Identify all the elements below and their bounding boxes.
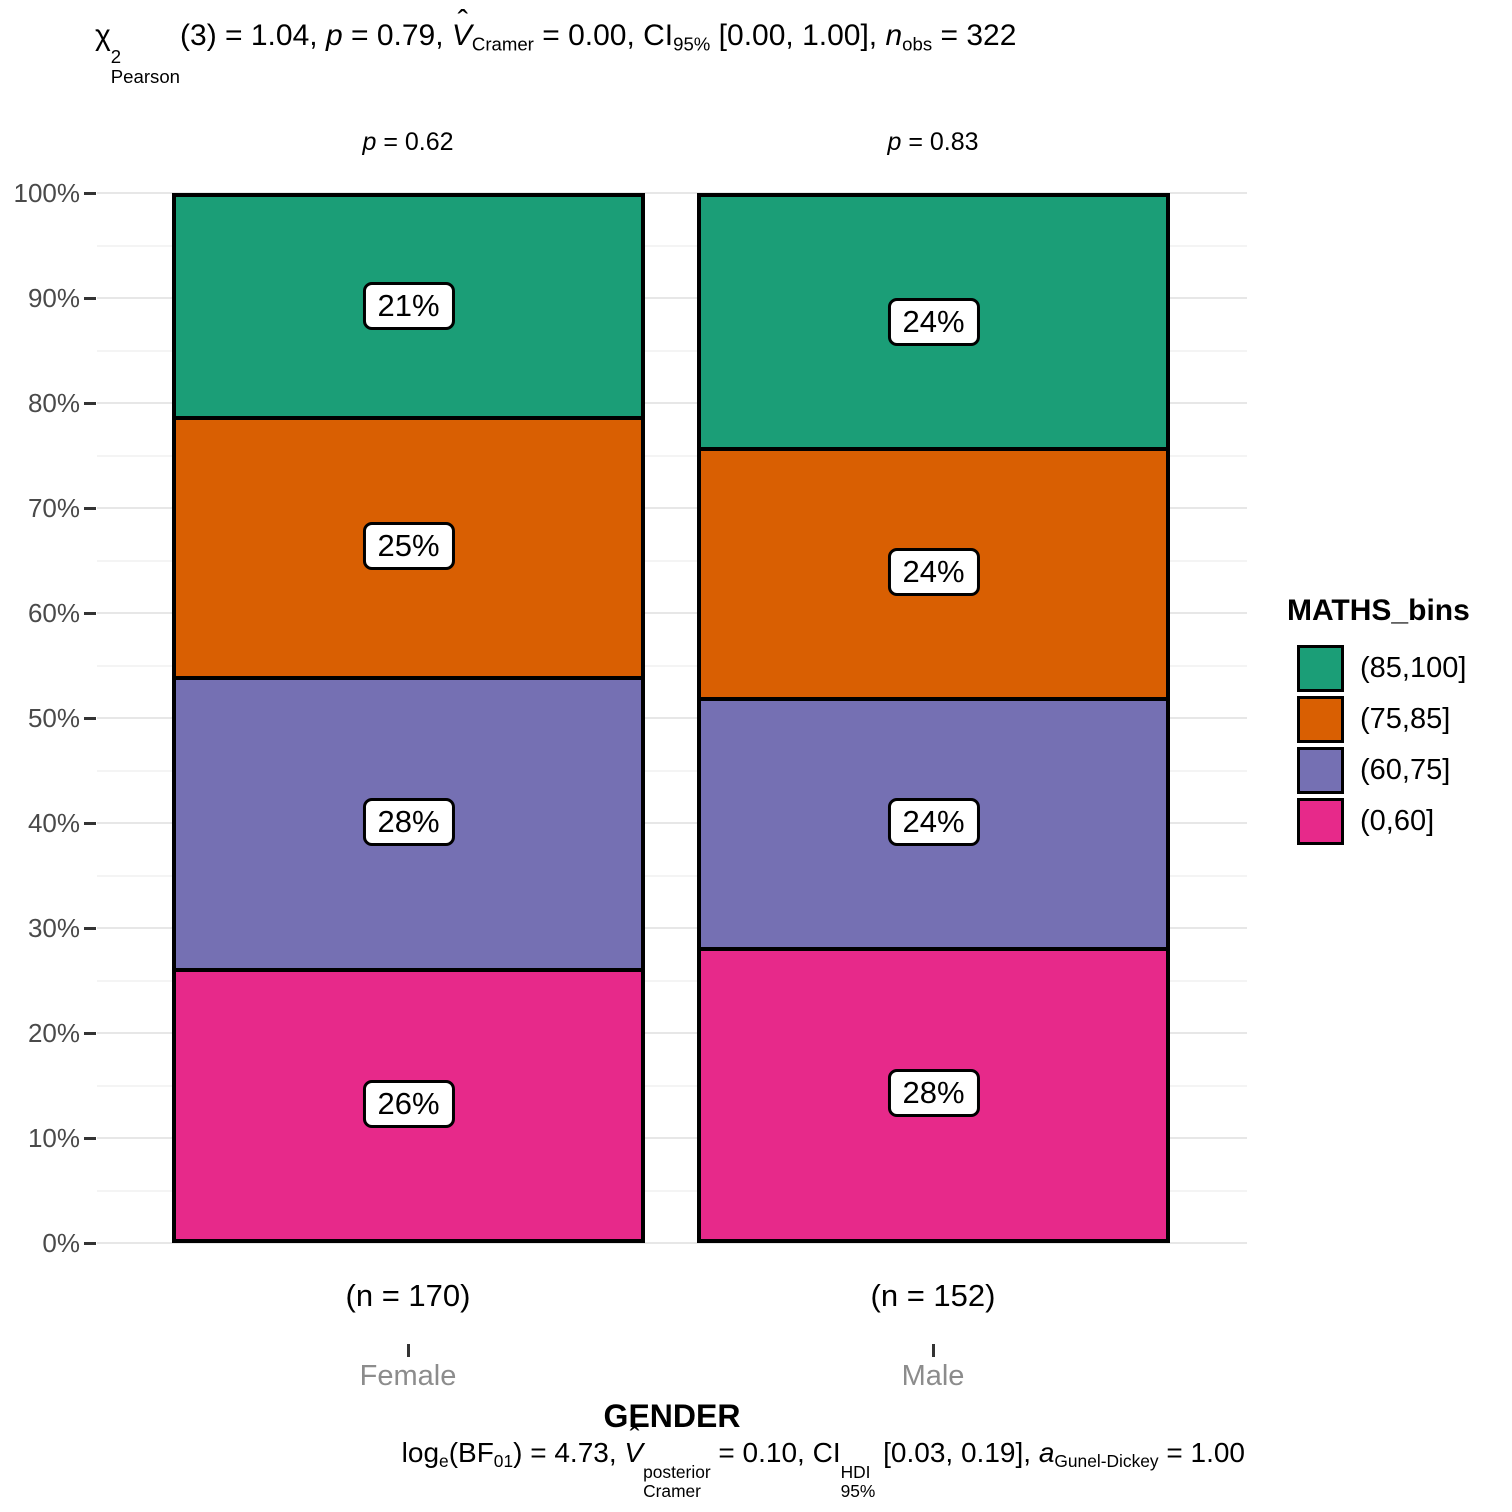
y-tick-label: 70% [27, 493, 80, 523]
y-tick-mark [84, 191, 96, 195]
y-gridline-major [97, 1032, 1247, 1034]
legend-swatch-2 [1297, 696, 1344, 743]
bar-male: 24% 24% 24% 28% [697, 193, 1170, 1243]
y-tick-label: 30% [27, 913, 80, 943]
percent-label: 28% [362, 798, 455, 847]
y-gridline-major [97, 717, 1247, 719]
y-gridline-major [97, 402, 1247, 404]
y-gridline-minor [97, 979, 1247, 982]
count-label-female: (n = 170) [345, 1278, 471, 1313]
y-gridline-minor [97, 1084, 1247, 1087]
percent-label: 25% [362, 522, 455, 571]
legend-title: MATHS_bins [1287, 594, 1470, 627]
y-gridline-major [97, 297, 1247, 299]
y-tick-label: 40% [27, 808, 80, 838]
y-gridline-major [97, 507, 1247, 509]
y-gridline-major [97, 612, 1247, 614]
y-gridline-minor [97, 664, 1247, 667]
y-tick-mark [84, 296, 96, 300]
y-gridline-major [97, 192, 1247, 194]
y-tick-mark [84, 1031, 96, 1035]
percent-label: 24% [887, 548, 980, 597]
legend-swatch-3 [1297, 747, 1344, 794]
y-tick-mark [84, 611, 96, 615]
percent-label: 28% [887, 1069, 980, 1118]
hat-accent: ˆ [457, 2, 469, 39]
x-tick-male [932, 1344, 935, 1357]
y-gridline-major [97, 1242, 1247, 1244]
y-gridline-minor [97, 244, 1247, 247]
count-label-male: (n = 152) [870, 1278, 996, 1313]
pvalue-label-female: p = 0.62 [362, 128, 454, 156]
percent-label: 21% [362, 282, 455, 331]
category-label-male: Male [901, 1360, 965, 1392]
y-gridline-major [97, 822, 1247, 824]
y-gridline-minor [97, 559, 1247, 562]
legend-swatch-1 [1297, 645, 1344, 692]
stats-subtitle: χ 2 Pearson (3) = 1.04, p = 0.79, ˆ VCramer … [95, 3, 1016, 87]
y-gridline-minor [97, 349, 1247, 352]
y-tick-label: 10% [27, 1123, 80, 1153]
y-gridline-major [97, 927, 1247, 929]
pvalue-label-male: p = 0.83 [887, 128, 979, 156]
legend-label-3: (60,75] [1360, 754, 1451, 786]
percent-label: 24% [887, 798, 980, 847]
y-tick-label: 60% [27, 598, 80, 628]
y-tick-mark [84, 1136, 96, 1140]
y-tick-mark [84, 1241, 96, 1245]
y-gridline-minor [97, 454, 1247, 457]
legend-label-4: (0,60] [1360, 805, 1435, 837]
y-tick-mark [84, 716, 96, 720]
y-tick-label: 50% [27, 703, 80, 733]
legend-swatch-4 [1297, 798, 1344, 845]
y-tick-mark [84, 506, 96, 510]
y-gridline-minor [97, 1189, 1247, 1192]
y-tick-mark [84, 401, 96, 405]
category-label-female: Female [359, 1360, 457, 1392]
y-tick-mark [84, 926, 96, 930]
y-tick-label: 80% [27, 388, 80, 418]
percent-label: 24% [887, 298, 980, 347]
y-gridline-minor [97, 874, 1247, 877]
y-gridline-major [97, 1137, 1247, 1139]
legend-label-1: (85,100] [1360, 652, 1467, 684]
y-tick-label: 20% [27, 1018, 80, 1048]
hat-accent: ˆ [629, 1421, 640, 1455]
y-tick-label: 100% [13, 178, 81, 208]
y-tick-label: 0% [42, 1228, 80, 1258]
percent-label: 26% [362, 1079, 455, 1128]
bar-female: 21% 25% 28% 26% [172, 193, 645, 1243]
y-gridline-minor [97, 769, 1247, 772]
y-tick-mark [84, 821, 96, 825]
y-tick-label: 90% [27, 283, 80, 313]
x-axis-title: GENDER [603, 1398, 741, 1434]
x-tick-female [407, 1344, 410, 1357]
legend-label-2: (75,85] [1360, 703, 1451, 735]
